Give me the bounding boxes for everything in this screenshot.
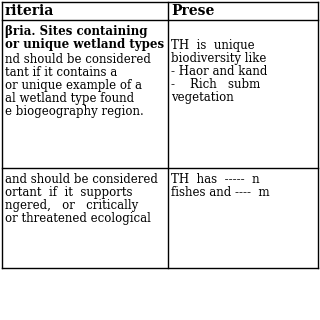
Text: TH  has  -----  n: TH has ----- n [171, 173, 260, 186]
Text: TH  is  unique: TH is unique [171, 39, 255, 52]
Text: - Haor and kand: - Haor and kand [171, 65, 268, 78]
Text: vegetation: vegetation [171, 91, 234, 104]
Text: or unique example of a: or unique example of a [5, 79, 142, 92]
Text: or threatened ecological: or threatened ecological [5, 212, 151, 225]
Text: nd should be considered: nd should be considered [5, 53, 151, 66]
Text: fishes and ----  m: fishes and ---- m [171, 186, 270, 199]
Text: and should be considered: and should be considered [5, 173, 158, 186]
Text: al wetland type found: al wetland type found [5, 92, 134, 105]
Text: ortant  if  it  supports: ortant if it supports [5, 186, 132, 199]
Text: e biogeography region.: e biogeography region. [5, 105, 144, 118]
Text: Prese: Prese [171, 4, 214, 18]
Text: ngered,   or   critically: ngered, or critically [5, 199, 138, 212]
Text: tant if it contains a: tant if it contains a [5, 66, 117, 79]
Text: biodiversity like: biodiversity like [171, 52, 266, 65]
Text: or unique wetland types: or unique wetland types [5, 38, 164, 51]
Text: -    Rich   subm: - Rich subm [171, 78, 260, 91]
Text: βria. Sites containing: βria. Sites containing [5, 25, 148, 38]
Text: riteria: riteria [5, 4, 54, 18]
